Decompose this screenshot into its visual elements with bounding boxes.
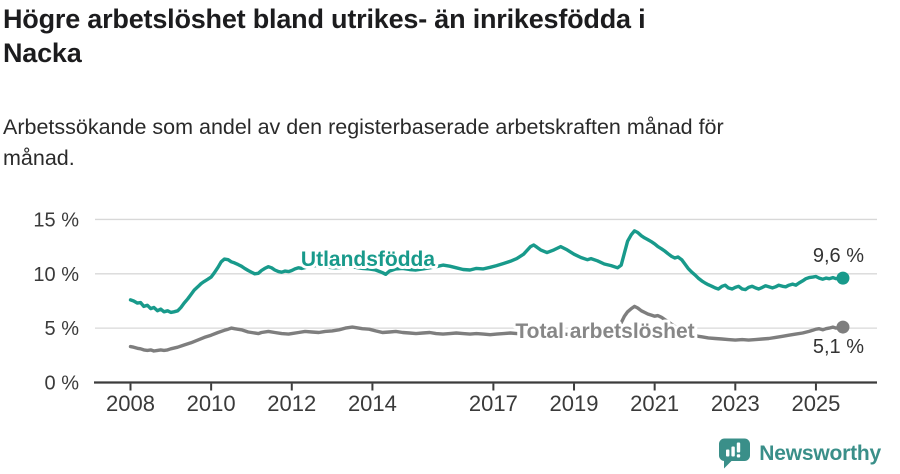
chart-subtitle-line-1: Arbetssökande som andel av den registerb…	[3, 115, 724, 139]
chart-title-line-1: Högre arbetslöshet bland utrikes- än inr…	[3, 4, 646, 34]
end-value-label-total-arbetsl-shet: 5,1 %	[813, 336, 864, 358]
x-tick-label: 2010	[187, 391, 236, 416]
y-tick-label: 15 %	[33, 209, 79, 231]
chart-subtitle: Arbetssökande som andel av den registerb…	[3, 112, 863, 174]
y-tick-label: 10 %	[33, 264, 79, 286]
x-tick-label: 2012	[267, 391, 316, 416]
x-tick-label: 2019	[550, 391, 599, 416]
chart-title-line-2: Nacka	[3, 38, 82, 68]
x-tick-label: 2017	[469, 391, 518, 416]
end-value-label-utlandsf-dda: 9,6 %	[813, 245, 864, 267]
series-label-total-arbetsl-shet: Total arbetslöshet	[515, 320, 694, 343]
newsworthy-icon	[719, 438, 751, 469]
series-line-total-arbetsl-shet	[128, 304, 845, 353]
newsworthy-logo: Newsworthy	[718, 438, 881, 470]
series-line-utlandsf-dda	[128, 229, 845, 315]
y-tick-label: 0 %	[45, 373, 80, 395]
chart-title: Högre arbetslöshet bland utrikes- än inr…	[3, 2, 863, 70]
x-tick-label: 2023	[711, 391, 760, 416]
newsworthy-wordmark: Newsworthy	[759, 442, 881, 465]
chart-subtitle-line-2: månad.	[3, 146, 75, 170]
end-dot-total-arbetsl-shet	[836, 320, 850, 334]
series-label-utlandsf-dda: Utlandsfödda	[301, 248, 435, 271]
end-dot-utlandsf-dda	[836, 271, 850, 285]
x-tick-label: 2021	[630, 391, 679, 416]
x-tick-label: 2008	[106, 391, 155, 416]
x-tick-label: 2014	[348, 391, 397, 416]
y-tick-label: 5 %	[45, 318, 80, 340]
x-tick-label: 2025	[791, 391, 840, 416]
